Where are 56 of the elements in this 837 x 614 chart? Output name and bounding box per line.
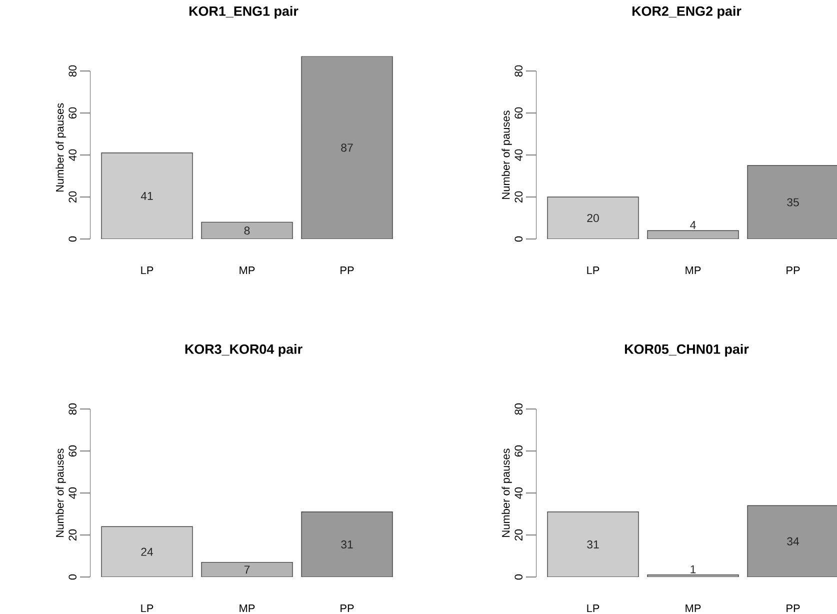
y-tick-label: 60 [514, 107, 522, 119]
y-tick-label: 20 [68, 191, 76, 203]
x-tick-label: PP [786, 266, 800, 274]
y-tick-label: 40 [514, 487, 522, 499]
data-label: 34 [787, 537, 800, 546]
x-tick-label: LP [587, 266, 600, 274]
y-tick-label: 40 [68, 487, 76, 499]
y-tick-label: 80 [514, 65, 522, 77]
y-tick-label: 60 [68, 107, 76, 119]
x-tick-label: MP [240, 604, 255, 612]
x-tick-label: PP [340, 266, 354, 274]
x-tick-label: LP [141, 604, 154, 612]
data-label: 87 [341, 144, 353, 152]
y-tick-label: 40 [68, 149, 76, 161]
y-tick-label: 20 [514, 529, 522, 541]
y-tick-label: 0 [68, 574, 76, 580]
x-tick-label: MP [686, 266, 701, 274]
data-label: 24 [141, 548, 154, 556]
data-label: 31 [587, 540, 599, 549]
y-tick-label: 0 [514, 574, 522, 580]
y-axis-title: Number of pauses [56, 448, 66, 537]
data-label: 7 [244, 566, 250, 574]
y-tick-label: 40 [514, 149, 522, 161]
y-tick-label: 60 [68, 445, 76, 457]
y-tick-label: 60 [514, 445, 522, 457]
y-axis-title: Number of pauses [56, 103, 66, 192]
y-tick-label: 80 [68, 403, 76, 415]
x-tick-label: LP [587, 604, 600, 612]
data-label: 41 [140, 192, 153, 200]
data-label: 20 [587, 214, 599, 222]
x-tick-label: LP [141, 266, 154, 274]
data-label: 8 [244, 226, 250, 235]
bar [647, 230, 739, 239]
chart-title: KOR2_ENG2 pair [632, 6, 742, 19]
x-tick-label: PP [340, 604, 354, 612]
y-tick-label: 0 [68, 236, 76, 242]
chart-title: KOR1_ENG1 pair [189, 6, 298, 19]
bar [101, 152, 193, 239]
chart-title: KOR05_CHN01 pair [625, 344, 749, 357]
y-tick-label: 80 [514, 403, 522, 415]
y-tick-label: 80 [68, 65, 76, 77]
data-label: 4 [690, 221, 696, 229]
bar [301, 56, 393, 239]
data-label: 31 [341, 540, 353, 549]
y-tick-label: 0 [514, 236, 522, 242]
bar [547, 196, 639, 239]
data-label: 1 [690, 565, 696, 574]
x-tick-label: MP [240, 266, 255, 274]
y-tick-label: 20 [514, 191, 522, 203]
y-axis-title: Number of pauses [502, 448, 512, 537]
y-tick-label: 20 [68, 529, 76, 541]
chart-title: KOR3_KOR04 pair [185, 344, 302, 357]
x-tick-label: PP [786, 604, 800, 612]
y-axis-title: Number of pauses [502, 110, 512, 199]
data-label: 35 [787, 198, 799, 206]
x-tick-label: MP [686, 604, 701, 612]
